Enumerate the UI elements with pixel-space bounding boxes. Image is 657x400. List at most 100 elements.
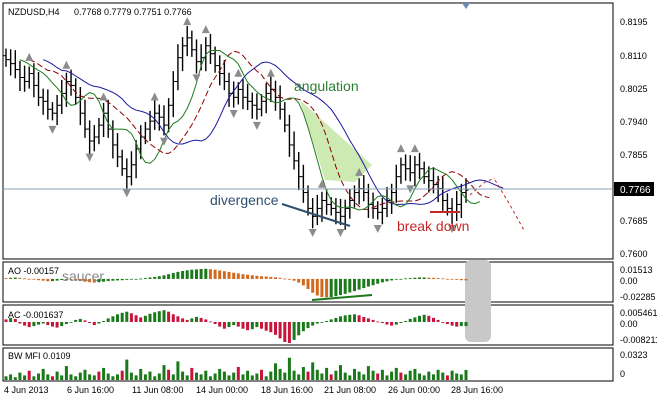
angulation-annotation: angulation [294,78,359,94]
ao-bar [222,271,226,279]
mfi-bar [274,363,277,380]
ac-bar [441,322,445,323]
ao-bar [315,278,319,296]
chart-shift-icon[interactable] [462,3,470,9]
ac-bar [125,311,129,322]
ohlc-label: 0.7768 0.7779 0.7751 0.7766 [74,7,192,17]
ao-tick-0: 0.01513 [620,265,653,275]
ao-bar [339,278,342,296]
ac-bar [167,311,171,322]
ac-bar [227,322,231,328]
fractal-down-icon [122,189,131,198]
ac-bar [283,322,287,342]
mfi-bar [362,374,366,380]
ao-bar [227,271,231,279]
x-tick-4: 18 Jun 16:00 [261,385,313,395]
price-panel[interactable] [2,2,614,260]
ac-bar [329,319,333,322]
divergence-price-line [281,203,351,227]
ac-bar [218,322,222,327]
ac-bar [83,320,87,322]
ao-bar [311,278,315,293]
ac-bar [334,317,338,322]
ao-bar [102,278,106,282]
indicator-highlight [465,260,491,342]
ao-bar [445,278,449,280]
break-down-annotation: break down [397,218,469,234]
mfi-bar [9,374,13,380]
mfi-bar [102,367,106,380]
ao-bar [376,278,380,284]
mfi-bar [51,376,54,380]
ao-bar [106,278,110,282]
mfi-bar [171,374,175,380]
mfi-title: BW MFI 0.0109 [8,351,71,361]
ao-bar [325,278,329,298]
fractal-up-icon [201,25,210,34]
ac-bar [278,322,282,339]
ac-bar [371,319,375,322]
mfi-bar [83,369,87,380]
ao-bar [450,278,454,280]
ac-tick-1: 0.00 [620,319,638,329]
ao-bar [13,277,17,279]
ac-bar [116,314,119,322]
fractal-up-icon [396,144,405,153]
ao-bar [83,278,87,282]
mfi-bar [190,367,194,380]
ao-bar [232,272,236,279]
ao-bar [287,278,291,280]
mfi-bar [334,370,338,380]
mfi-bar [185,375,189,380]
ac-bar [92,322,96,326]
mfi-bar [325,367,329,380]
mfi-bar [60,375,64,380]
price-tick-2: 0.8025 [620,84,648,94]
ao-bar [380,278,384,283]
mfi-bar [422,375,426,380]
ac-bar [385,322,389,325]
mfi-bar [287,357,291,380]
ao-bar [464,278,468,281]
ac-bar [287,322,291,343]
ac-bar [195,316,198,322]
mfi-bar [311,362,315,380]
ac-bar [106,318,110,322]
ac-tick-2: -0.008211 [620,335,657,345]
ma-jaw-line [43,59,504,205]
mfi-bar [139,368,143,380]
ac-bar [306,322,310,329]
ao-bar [153,276,157,279]
ao-bar [399,278,403,280]
ao-bar [148,277,152,279]
ac-bar [264,322,268,331]
ao-bar [69,278,73,280]
ao-bar [418,277,421,279]
ao-bar [125,278,129,280]
ao-bar [27,278,31,280]
mfi-bar [455,373,459,380]
mfi-bar [153,376,157,380]
ac-bar [380,322,384,323]
ac-bar [102,321,106,322]
price-tick-0: 0.8195 [620,17,648,27]
ac-bar [222,322,226,329]
mfi-bar [260,369,263,380]
ao-bar [92,278,96,283]
ao-bar [362,278,366,289]
mfi-bar [120,370,124,380]
ao-bar [88,278,92,283]
ao-bar [413,277,417,279]
mfi-bar [92,375,96,380]
ao-title: AO -0.00157 [8,266,59,276]
mfi-bar [176,361,180,380]
fractal-down-icon [252,121,261,130]
ao-bar [334,278,338,297]
fractal-up-icon [317,179,326,188]
ac-bar [111,316,115,322]
mfi-bar [78,372,82,380]
mfi-bar [74,376,78,380]
ao-bar [97,278,101,283]
ac-bar [51,322,54,327]
